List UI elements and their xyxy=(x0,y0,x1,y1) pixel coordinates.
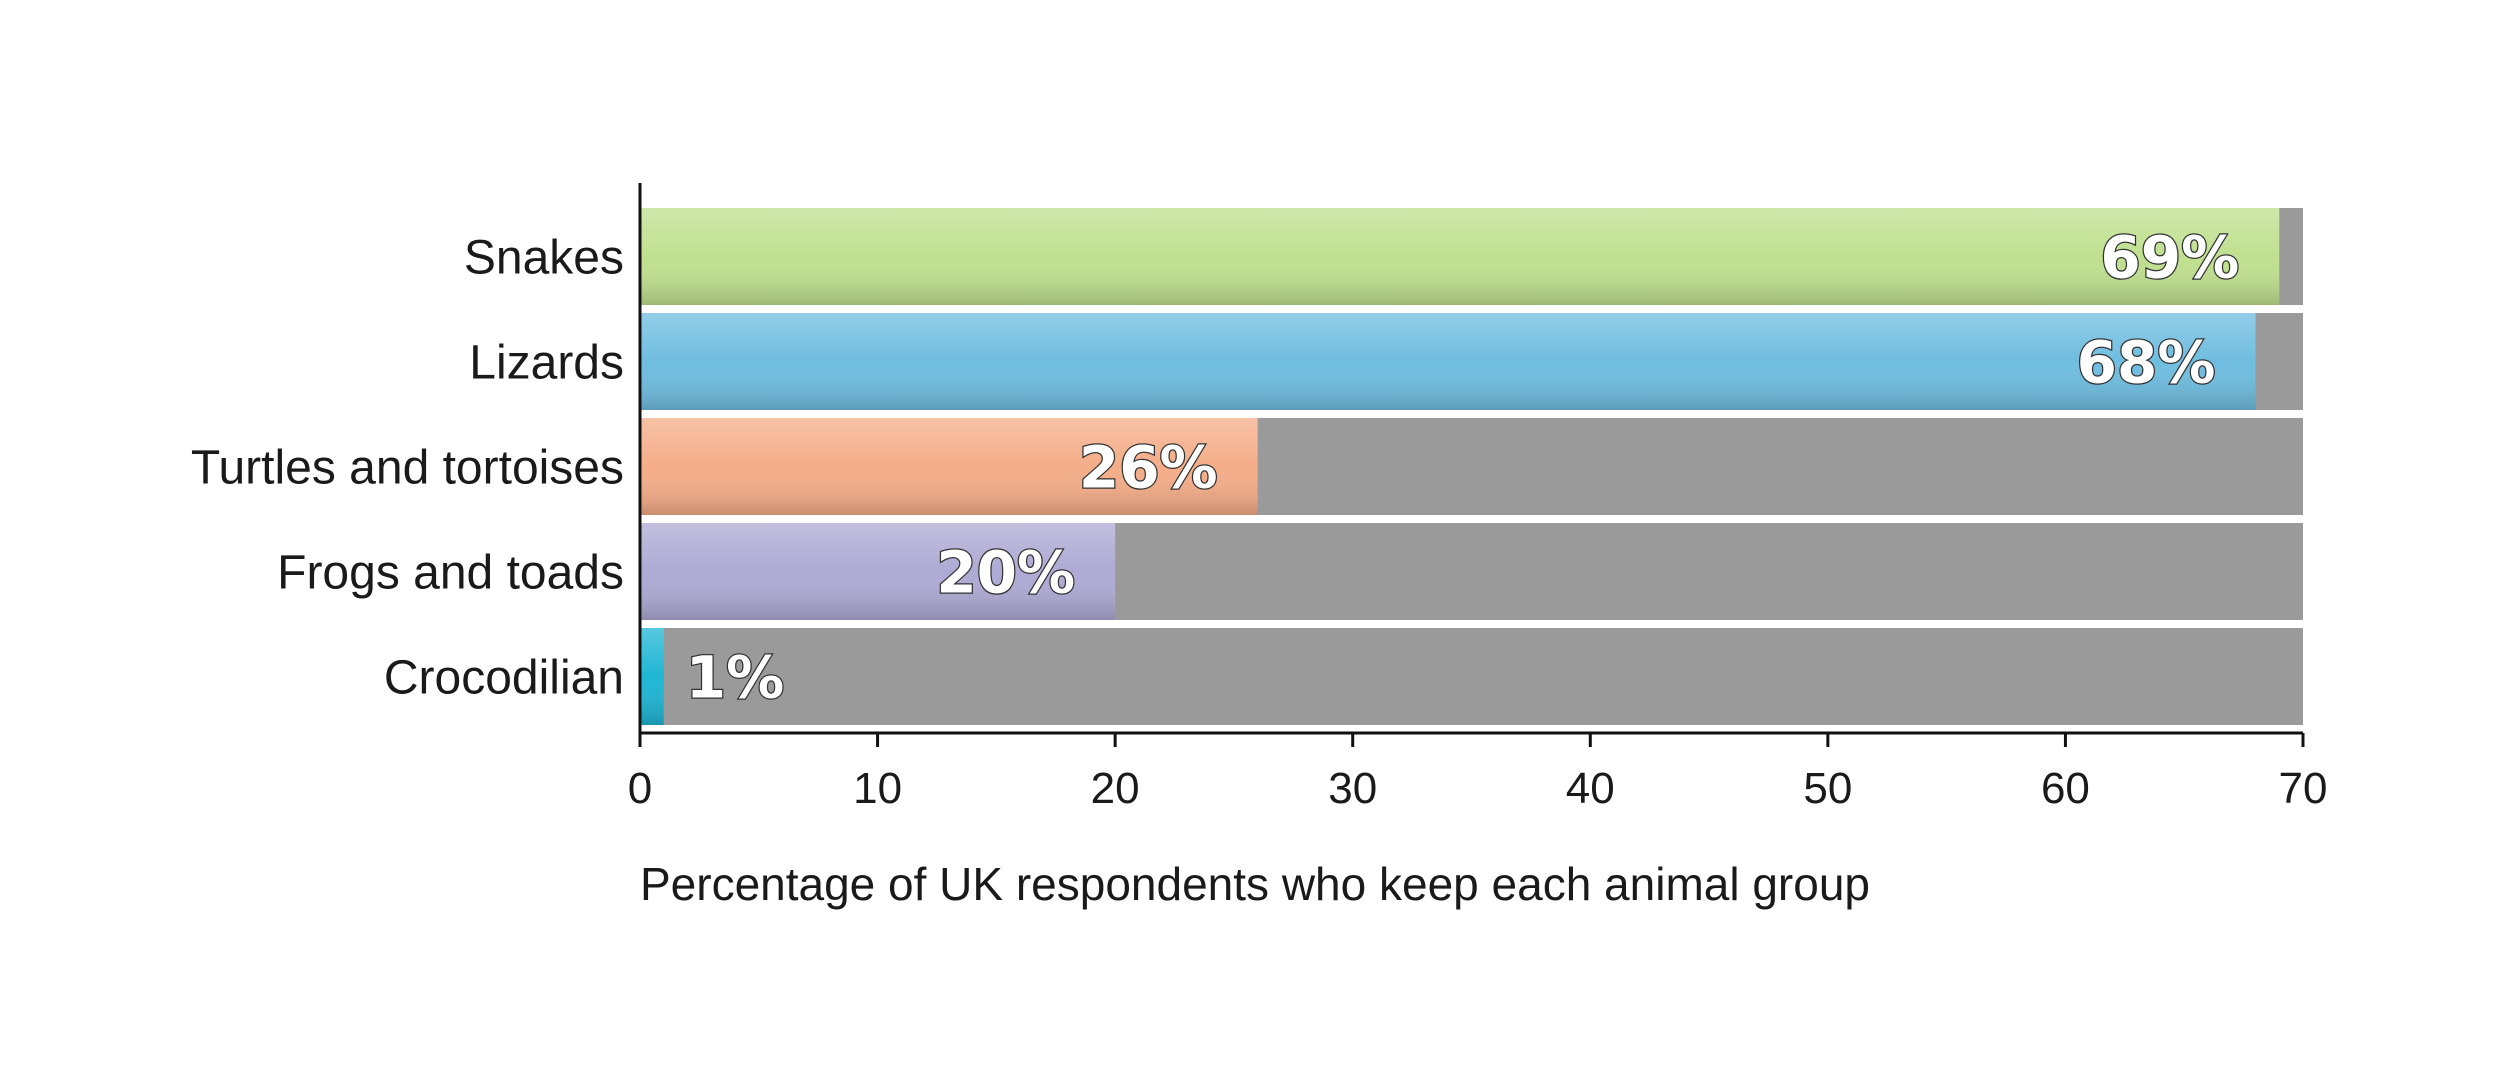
x-axis-title: Percentage of UK respondents who keep ea… xyxy=(640,858,1870,910)
bar-shading xyxy=(640,523,1116,620)
data-label: 26% xyxy=(1079,434,1218,502)
x-tick-label: 50 xyxy=(1803,764,1852,813)
x-tick-label: 30 xyxy=(1328,764,1377,813)
data-label: 69% xyxy=(2100,224,2239,292)
x-tick-label: 40 xyxy=(1566,764,1615,813)
bar-shading xyxy=(640,208,2280,305)
category-label: Snakes xyxy=(464,232,624,285)
bar-shading xyxy=(640,418,1258,515)
category-label: Lizards xyxy=(469,337,624,390)
bar-shading xyxy=(640,313,2256,410)
bar-track xyxy=(640,628,2303,725)
category-label: Crocodilian xyxy=(384,652,624,705)
x-tick-label: 70 xyxy=(2279,764,2328,813)
category-label: Frogs and toads xyxy=(277,547,624,600)
x-tick-label: 10 xyxy=(853,764,902,813)
x-tick-label: 60 xyxy=(2041,764,2090,813)
category-label: Turtles and tortoises xyxy=(191,442,624,495)
x-tick-label: 20 xyxy=(1091,764,1140,813)
bar-shading xyxy=(640,628,664,725)
data-label: 20% xyxy=(936,539,1075,607)
x-tick-label: 0 xyxy=(628,764,652,813)
data-label: 68% xyxy=(2077,329,2216,397)
data-label: 1% xyxy=(686,644,784,712)
